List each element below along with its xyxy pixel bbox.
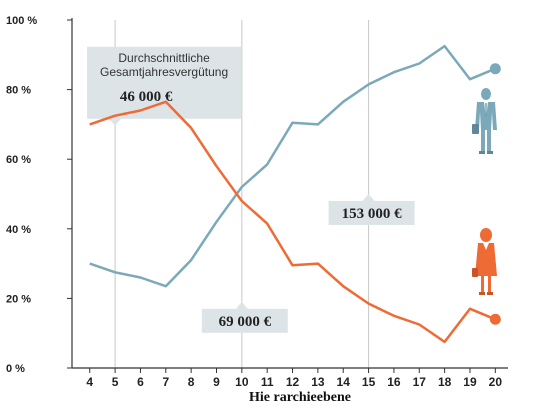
x-tick-label: 4	[86, 375, 93, 389]
y-tick-label: 0 %	[6, 363, 25, 375]
callout-title-line: Gesamtjahresvergütung	[100, 65, 228, 79]
x-tick-label: 18	[438, 375, 452, 389]
x-tick-label: 12	[286, 375, 300, 389]
x-tick-label: 13	[311, 375, 325, 389]
man-icon	[472, 88, 497, 154]
callout-pointer	[109, 118, 122, 126]
callout-pointer	[362, 193, 375, 201]
x-axis-title: Hie rarchieebene	[249, 390, 351, 405]
series-line-2	[89, 100, 496, 344]
woman-icon	[472, 228, 497, 295]
series-line-1	[89, 44, 496, 288]
y-tick-label: 80 %	[6, 85, 31, 97]
callout-men: 153 000 €	[328, 193, 415, 225]
series-end-point-1	[489, 63, 501, 75]
callout-value: 69 000 €	[219, 314, 272, 330]
callout-pointer	[235, 301, 248, 309]
series-layer	[89, 44, 501, 344]
series-end-point-2	[489, 313, 501, 325]
x-tick-label: 11	[261, 375, 274, 389]
callout-box	[87, 46, 242, 119]
y-tick-label: 20 %	[6, 293, 31, 305]
callout-title-line: Durchschnittliche	[118, 51, 210, 65]
x-tick-label: 5	[112, 375, 119, 389]
x-tick-label: 9	[213, 375, 220, 389]
x-tick-label: 14	[337, 375, 351, 389]
callout-box	[201, 308, 288, 333]
callout-box	[328, 200, 415, 225]
x-tick-label: 17	[413, 375, 427, 389]
x-tick-label: 8	[188, 375, 195, 389]
y-tick-label: 60 %	[6, 154, 31, 166]
x-tick-label: 6	[137, 375, 144, 389]
x-tick-label: 20	[489, 375, 503, 389]
callout-value: 153 000 €	[342, 206, 403, 222]
x-tick-label: 16	[387, 375, 401, 389]
callout-value: 46 000 €	[120, 89, 173, 105]
y-tick-label: 40 %	[6, 224, 31, 236]
x-tick-label: 19	[463, 375, 477, 389]
x-tick-label: 7	[162, 375, 169, 389]
x-tick-label: 10	[235, 375, 249, 389]
axis-layer: 0 % 20 % 40 % 60 % 80 % 100 % 4 5 6 7 8 9 10 11 12 13 14…	[6, 15, 508, 405]
callout-women: 69 000 €	[201, 301, 288, 333]
y-tick-label: 100 %	[6, 15, 37, 27]
x-tick-label: 15	[362, 375, 376, 389]
